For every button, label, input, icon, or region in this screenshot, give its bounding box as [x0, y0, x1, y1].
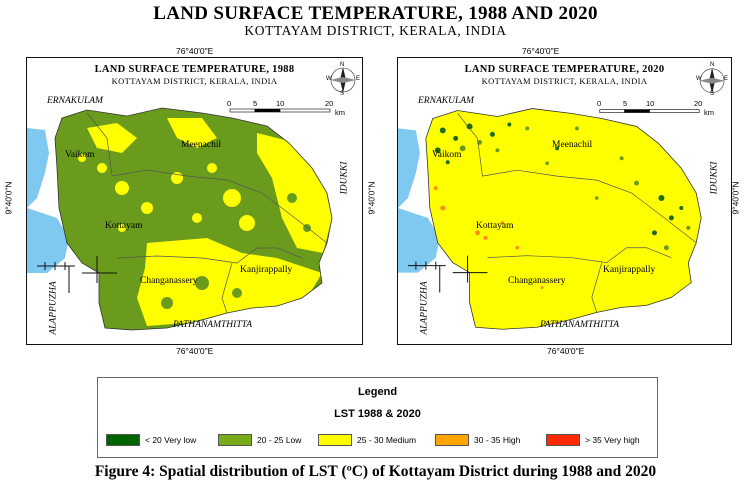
- scale-tick-10-1988: 10: [276, 99, 285, 108]
- north-label-w-1988: W: [326, 76, 332, 82]
- label-pathanamthitta-2020: PATHANAMTHITTA: [540, 320, 620, 330]
- scale-unit-2020: km: [704, 108, 714, 117]
- taluk-boundary-1988-b: [86, 112, 113, 177]
- taluk-boundary-1988-a: [111, 169, 328, 244]
- label-changanassery-2020: Changanassery: [508, 276, 566, 286]
- low-patches-in-medium-1988: [161, 193, 311, 309]
- legend: Legend LST 1988 & 2020 < 20 Very low 20 …: [97, 377, 658, 458]
- label-idukki-1988: IDUKKI: [339, 161, 350, 195]
- figure-caption: Figure 4: Spatial distribution of LST (º…: [94, 463, 657, 480]
- taluk-boundary-2020-c: [487, 247, 672, 263]
- latitude-label-middle: 9°40'0"N: [366, 181, 377, 215]
- longitude-label-top-right: 76°40'0"E: [522, 46, 560, 56]
- legend-label-medium: 25 - 30 Medium: [357, 435, 417, 445]
- legend-label-high: 30 - 35 High: [474, 435, 521, 445]
- label-alappuzha-2020: ALAPPUZHA: [419, 281, 430, 335]
- lst-base-2020: [425, 108, 702, 330]
- scale-tick-5-2020: 5: [623, 99, 628, 108]
- north-label-n-1988: N: [340, 62, 345, 68]
- label-kottayam-2020: Kottayam: [476, 221, 514, 231]
- legend-swatch-very-low: [106, 434, 140, 446]
- map-1988-canvas: [27, 67, 356, 331]
- backwater-north-2020: [398, 128, 420, 208]
- label-alappuzha-1988: ALAPPUZHA: [48, 281, 59, 335]
- longitude-label-bottom-right: 76°40'0"E: [547, 346, 585, 356]
- road-network-2020: [407, 255, 488, 293]
- taluk-boundary-1988-c: [116, 247, 303, 264]
- label-meenachil-2020: Meenachil: [552, 140, 593, 150]
- legend-item-medium: 25 - 30 Medium: [318, 433, 416, 447]
- map-2020-subtitle: KOTTAYAM DISTRICT, KERALA, INDIA: [481, 76, 648, 86]
- longitude-label-bottom-left: 76°40'0"E: [176, 346, 214, 356]
- legend-swatch-medium: [318, 434, 352, 446]
- latitude-label-right: 9°40'0"N: [730, 181, 741, 215]
- north-label-n-2020: N: [710, 62, 715, 68]
- low-patches-2020: [459, 126, 691, 251]
- label-ernakulam-2020: ERNAKULAM: [418, 96, 474, 106]
- legend-subtitle: LST 1988 & 2020: [334, 408, 421, 420]
- map-2020-canvas: [398, 67, 726, 330]
- label-kanjirappally-1988: Kanjirappally: [240, 265, 293, 275]
- vembanad-lake-2020: [398, 207, 440, 273]
- scale-tick-0-1988: 0: [227, 99, 232, 108]
- legend-label-very-high: > 35 Very high: [585, 435, 640, 445]
- latitude-label-left: 9°40'0"N: [3, 181, 14, 215]
- north-label-e-2020: E: [724, 76, 729, 82]
- scale-tick-20-2020: 20: [694, 99, 703, 108]
- label-kanjirappally-2020: Kanjirappally: [603, 265, 656, 275]
- label-meenachil-1988: Meenachil: [181, 140, 222, 150]
- legend-item-very-low: < 20 Very low: [106, 433, 196, 447]
- label-pathanamthitta-1988: PATHANAMTHITTA: [173, 320, 253, 330]
- longitude-label-top-left: 76°40'0"E: [176, 46, 214, 56]
- north-label-s-1988: S: [340, 91, 345, 97]
- legend-swatch-high: [435, 434, 469, 446]
- map-1988: LAND SURFACE TEMPERATURE, 1988 KOTTAYAM …: [26, 57, 363, 345]
- label-kottayam-1988: Kottayam: [105, 221, 143, 231]
- north-arrow-icon-1988: [330, 67, 356, 93]
- north-label-e-1988: E: [356, 76, 361, 82]
- legend-item-low: 20 - 25 Low: [218, 433, 301, 447]
- label-idukki-2020: IDUKKI: [709, 161, 720, 195]
- scale-unit-1988: km: [335, 108, 345, 117]
- scale-tick-0-2020: 0: [597, 99, 602, 108]
- figure-subtitle: KOTTAYAM DISTRICT, KERALA, INDIA: [244, 23, 507, 38]
- map-1988-title: LAND SURFACE TEMPERATURE, 1988: [94, 64, 295, 75]
- scale-tick-5-1988: 5: [253, 99, 258, 108]
- north-label-w-2020: W: [696, 76, 702, 82]
- figure-title: LAND SURFACE TEMPERATURE, 1988 AND 2020: [153, 3, 598, 24]
- legend-label-very-low: < 20 Very low: [145, 435, 197, 445]
- north-label-s-2020: S: [710, 91, 715, 97]
- legend-title: Legend: [357, 386, 398, 398]
- taluk-boundary-1988-d: [221, 262, 233, 314]
- label-vaikom-1988: Vaikom: [65, 150, 95, 160]
- legend-item-high: 30 - 35 High: [435, 433, 520, 447]
- very-low-patches-2020: [434, 122, 684, 236]
- label-vaikom-2020: Vaikom: [432, 150, 462, 160]
- legend-item-very-high: > 35 Very high: [546, 433, 640, 447]
- medium-patches-1988: [78, 118, 332, 326]
- taluk-boundary-2020-d: [591, 262, 603, 313]
- legend-swatch-low: [218, 434, 252, 446]
- scale-bar-2020: [599, 109, 700, 113]
- map-2020: LAND SURFACE TEMPERATURE, 2020 KOTTAYAM …: [397, 57, 732, 345]
- legend-swatch-very-high: [546, 434, 580, 446]
- map-2020-title: LAND SURFACE TEMPERATURE, 2020: [464, 64, 665, 75]
- district-boundary-1988: [54, 107, 333, 331]
- legend-label-low: 20 - 25 Low: [257, 435, 302, 445]
- taluk-boundary-2020-b: [457, 113, 483, 177]
- road-network-1988: [37, 256, 117, 293]
- scale-tick-10-2020: 10: [646, 99, 655, 108]
- scale-tick-20-1988: 20: [325, 99, 334, 108]
- district-boundary-2020: [425, 108, 702, 330]
- vembanad-lake: [27, 208, 69, 273]
- map-1988-subtitle: KOTTAYAM DISTRICT, KERALA, INDIA: [111, 76, 278, 86]
- scale-bar-1988: [229, 108, 331, 113]
- backwater-north: [27, 128, 49, 208]
- taluk-boundary-2020-a: [482, 169, 697, 244]
- label-changanassery-1988: Changanassery: [140, 276, 198, 286]
- label-ernakulam-1988: ERNAKULAM: [47, 96, 103, 106]
